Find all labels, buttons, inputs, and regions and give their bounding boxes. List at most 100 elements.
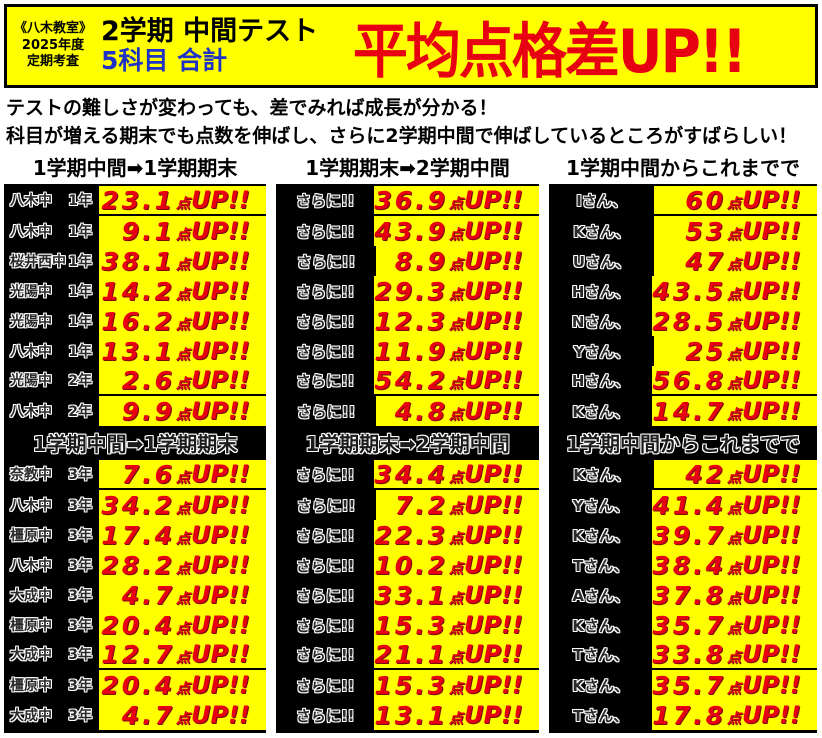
gain-cell: 29.3 点 UP!! bbox=[374, 276, 539, 307]
gain-cell: 4.7 点 UP!! bbox=[99, 580, 266, 611]
score-table-bottom: 奈教中 3年 7.6 点 UP!! 八木中 3年 34.2 点 UP!! 橿原中 3年 17.4 点 UP!… bbox=[4, 458, 818, 734]
gain-value: 20.4 bbox=[101, 670, 176, 700]
gain-value: 17.4 bbox=[101, 520, 176, 550]
school-name: 八木中 bbox=[10, 558, 52, 575]
student-cell: Uさん、 bbox=[549, 246, 654, 277]
student-name: Tさん、 bbox=[573, 645, 629, 664]
classroom-tag: 《八木教室》 2025年度 定期考査 bbox=[11, 21, 95, 72]
points-unit: 点 bbox=[176, 621, 191, 638]
table-row: さらに!! 11.9 点 UP!! bbox=[276, 336, 539, 367]
points-unit: 点 bbox=[176, 650, 191, 667]
student-name: Kさん、 bbox=[572, 676, 629, 695]
up-suffix: UP!! bbox=[464, 397, 523, 426]
table-row: さらに!! 13.1 点 UP!! bbox=[276, 700, 539, 731]
gain-cell: 36.9 点 UP!! bbox=[374, 186, 539, 215]
school-name: 橿原中 bbox=[10, 528, 52, 545]
score-column-2: さらに!! 36.9 点 UP!! さらに!! 43.9 点 UP!! さらに!! 8.9 点 UP!… bbox=[276, 184, 539, 427]
gain-cell: 20.4 点 UP!! bbox=[99, 610, 266, 641]
points-unit: 点 bbox=[449, 347, 464, 364]
school-year: 2025年度 bbox=[21, 37, 85, 53]
school-cell: 桜井西中 1年 bbox=[4, 246, 99, 277]
middle-band-headers: 1学期中間➡1学期期末 1学期期末➡2学期中間 1学期中間からこれまでで bbox=[4, 426, 818, 459]
table-row: さらに!! 36.9 点 UP!! bbox=[276, 186, 539, 217]
points-unit: 点 bbox=[176, 287, 191, 304]
up-suffix: UP!! bbox=[464, 247, 523, 276]
further-cell: さらに!! bbox=[276, 216, 375, 247]
table-row: さらに!! 22.3 点 UP!! bbox=[276, 520, 539, 551]
gain-value: 7.6 bbox=[121, 459, 176, 489]
gain-cell: 39.7 点 UP!! bbox=[652, 520, 817, 551]
table-row: Hさん、 43.5 点 UP!! bbox=[549, 276, 817, 307]
up-suffix: UP!! bbox=[742, 640, 801, 669]
gain-value: 28.2 bbox=[101, 550, 176, 580]
up-suffix: UP!! bbox=[742, 247, 801, 276]
up-suffix: UP!! bbox=[191, 337, 250, 366]
further-cell: さらに!! bbox=[276, 670, 375, 701]
gain-cell: 60 点 UP!! bbox=[654, 186, 817, 215]
further-cell: さらに!! bbox=[276, 396, 376, 427]
gain-value: 43.5 bbox=[652, 276, 727, 306]
student-name: Yさん、 bbox=[572, 496, 629, 515]
intro-line-1: テストの難しさが変わっても、差でみれば成長が分かる！ bbox=[6, 97, 498, 119]
student-cell: Tさん、 bbox=[549, 640, 653, 669]
points-unit: 点 bbox=[449, 621, 464, 638]
gain-value: 23.1 bbox=[101, 185, 176, 215]
further-label: さらに!! bbox=[295, 465, 355, 484]
table-row: 八木中 3年 34.2 点 UP!! bbox=[4, 490, 266, 521]
school-cell: 八木中 2年 bbox=[4, 396, 99, 427]
up-suffix: UP!! bbox=[191, 701, 250, 730]
grade-label: 1年 bbox=[68, 284, 92, 301]
further-cell: さらに!! bbox=[276, 336, 375, 367]
gain-value: 21.1 bbox=[374, 639, 449, 669]
student-name: Kさん、 bbox=[572, 616, 629, 635]
student-cell: Kさん、 bbox=[549, 460, 654, 489]
table-row: Hさん、 56.8 点 UP!! bbox=[549, 366, 817, 397]
table-row: 大成中 3年 4.7 点 UP!! bbox=[4, 580, 266, 611]
up-suffix: UP!! bbox=[464, 611, 523, 640]
gain-value: 12.3 bbox=[374, 306, 449, 336]
points-unit: 点 bbox=[727, 347, 742, 364]
up-suffix: UP!! bbox=[191, 247, 250, 276]
gain-value: 7.2 bbox=[394, 490, 449, 520]
points-unit: 点 bbox=[449, 257, 464, 274]
gain-cell: 13.1 点 UP!! bbox=[99, 336, 266, 367]
school-name: 光陽中 bbox=[10, 314, 52, 331]
gain-value: 9.9 bbox=[121, 396, 176, 426]
school-name: 奈教中 bbox=[10, 467, 52, 484]
gain-cell: 54.2 点 UP!! bbox=[374, 366, 539, 395]
gain-cell: 35.7 点 UP!! bbox=[652, 610, 817, 641]
grade-label: 1年 bbox=[68, 224, 92, 241]
school-cell: 大成中 3年 bbox=[4, 640, 99, 669]
student-cell: Iさん、 bbox=[549, 186, 654, 215]
school-name: 大成中 bbox=[10, 708, 52, 725]
school-cell: 八木中 3年 bbox=[4, 490, 99, 521]
up-suffix: UP!! bbox=[742, 491, 801, 520]
points-unit: 点 bbox=[176, 681, 191, 698]
points-unit: 点 bbox=[727, 227, 742, 244]
school-name: 八木中 bbox=[10, 224, 52, 241]
further-label: さらに!! bbox=[296, 496, 356, 515]
further-label: さらに!! bbox=[295, 191, 355, 210]
up-suffix: UP!! bbox=[742, 551, 801, 580]
up-suffix: UP!! bbox=[191, 491, 250, 520]
school-cell: 光陽中 2年 bbox=[4, 366, 99, 395]
further-cell: さらに!! bbox=[276, 610, 375, 641]
exam-type: 定期考査 bbox=[26, 54, 79, 70]
further-label: さらに!! bbox=[295, 645, 355, 664]
points-unit: 点 bbox=[727, 287, 742, 304]
student-name: Tさん、 bbox=[573, 706, 629, 725]
grade-label: 3年 bbox=[68, 708, 92, 725]
gain-cell: 11.9 点 UP!! bbox=[374, 336, 539, 367]
points-unit: 点 bbox=[176, 561, 191, 578]
table-row: 大成中 3年 12.7 点 UP!! bbox=[4, 640, 266, 671]
student-name: Iさん、 bbox=[576, 191, 627, 210]
gain-value: 16.2 bbox=[101, 306, 176, 336]
points-unit: 点 bbox=[176, 317, 191, 334]
table-row: Tさん、 33.8 点 UP!! bbox=[549, 640, 817, 671]
up-suffix: UP!! bbox=[191, 640, 250, 669]
student-cell: Yさん、 bbox=[549, 336, 654, 367]
gain-cell: 38.4 点 UP!! bbox=[652, 550, 817, 581]
gain-cell: 7.6 点 UP!! bbox=[99, 459, 266, 489]
student-name: Kさん、 bbox=[573, 465, 630, 484]
student-cell: Kさん、 bbox=[549, 396, 653, 427]
